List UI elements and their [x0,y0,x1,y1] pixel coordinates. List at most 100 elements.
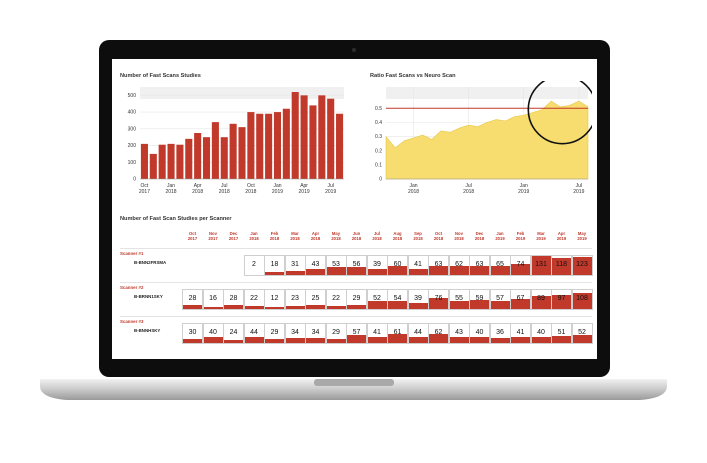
cell-value: 44 [250,329,258,336]
y-tick-label: 0 [133,177,136,183]
cell-bar [265,307,284,309]
cell-bar [347,266,366,275]
scanner-cell: 12 [264,289,285,310]
month-header: Aug 2018 [392,231,403,241]
cell-value: 56 [352,261,361,268]
cell-bar [306,305,325,309]
cell-value: 41 [414,261,422,268]
x-tick-month: Apr [300,183,308,189]
chart-header-band [140,87,344,99]
x-tick-year: 2018 [192,189,203,195]
scanner-cell: 63 [428,255,449,276]
month-header: Apr 2018 [310,231,321,241]
scanner-cell: 41 [407,255,429,276]
scanner-row: Scanner #3 B-BNNHSKY 30 40 24 44 29 34 34 29 57 41 6… [120,319,593,353]
cell-bar [224,339,243,343]
scanner-name: Scanner #1 [120,251,144,256]
cell-bar [326,305,346,309]
x-tick-year: 2018 [463,189,474,195]
cell-value: 29 [352,295,361,302]
y-tick-label: 300 [128,126,137,132]
cell-value: 41 [373,329,381,336]
scanner-cell: 2 [243,255,265,276]
cell-bar [265,272,284,275]
cell-bar [429,265,448,275]
chart-header-band [386,87,588,99]
ratio-area-chart: 00.10.20.30.40.5Jan2018Jul2018Jan2019Jul… [375,81,592,195]
y-tick-label: 200 [128,143,137,149]
bar [185,138,193,179]
cell-value: 57 [496,295,504,302]
month-header: Sep 2018 [413,231,423,241]
scanner-cell: 62 [448,255,470,276]
cell-bar [265,338,284,343]
x-tick-month: Jul [327,183,333,189]
cell-bar [367,301,387,309]
scanner-table: Oct 2017 Nov 2017 Dec 2017 Jan 2018 Feb 2018 Mar 20… [120,231,593,353]
row-separator [120,316,592,317]
cell-value: 24 [229,329,238,336]
cell-value: 65 [496,261,504,268]
ratio-area [385,100,589,180]
cell-value: 40 [209,329,217,336]
month-header: Dec 2018 [474,231,485,241]
x-tick-month: Jan [520,183,528,189]
y-tick-label: 0.5 [375,106,382,112]
cell-value: 52 [373,295,381,302]
cell-value: 63 [434,261,443,268]
scanner-cell: 65 [489,255,511,276]
scanner-id: B-BNN2FRSMA [134,260,167,265]
bar [318,95,326,179]
scanner-cell: 74 [510,255,531,276]
scanner-cell: 23 [284,289,306,310]
scanner-cell: 34 [284,323,306,344]
cell-bar [531,296,551,309]
cell-bar [347,304,366,309]
scanner-cell: 29 [346,289,367,310]
cell-bar [490,265,510,275]
cell-bar [470,300,489,309]
scanner-cell: 29 [264,323,285,344]
cell-bar [511,337,530,343]
cell-bar [367,269,387,275]
bar [300,95,308,179]
y-tick-label: 0.2 [375,148,382,154]
scanner-cell: 41 [366,323,388,344]
cell-bar [367,337,387,343]
cell-bar [408,303,428,309]
cell-bar [183,338,202,343]
x-tick-month: Oct [141,183,149,189]
x-tick-year: 2019 [299,189,310,195]
cell-bar [285,270,305,275]
scanner-cell: 28 [223,289,244,310]
cell-value: 62 [455,261,463,268]
month-header: Oct 2018 [433,231,444,241]
scanner-cell: 89 [530,289,552,310]
cell-value: 36 [496,329,504,336]
scanner-row: Scanner #2 B-BRNN1SKY 28 16 28 22 12 23 25 22 29 52… [120,285,593,319]
cell-value: 22 [250,295,258,302]
cell-value: 76 [434,295,443,302]
x-tick-year: 2019 [573,189,584,195]
cell-bar [326,338,346,343]
laptop-base [40,379,667,400]
cell-bar [183,304,202,309]
scanner-cell: 43 [448,323,470,344]
cell-bar [203,337,223,343]
cell-value: 123 [576,261,588,268]
month-header: Dec 2017 [228,231,239,241]
scanner-cell: 24 [223,323,244,344]
cell-value: 34 [291,329,299,336]
month-header: Nov 2017 [208,231,218,241]
bar [158,144,166,179]
cell-value: 40 [537,329,545,336]
cell-bar [470,265,489,275]
cell-value: 12 [270,295,279,302]
scanner-cell: 44 [243,323,265,344]
scanner-cell: 62 [428,323,449,344]
x-tick-year: 2019 [272,189,283,195]
scanner-cell: 54 [387,289,408,310]
cell-value: 55 [455,295,463,302]
scanner-cell: 34 [305,323,326,344]
bar [282,108,290,179]
